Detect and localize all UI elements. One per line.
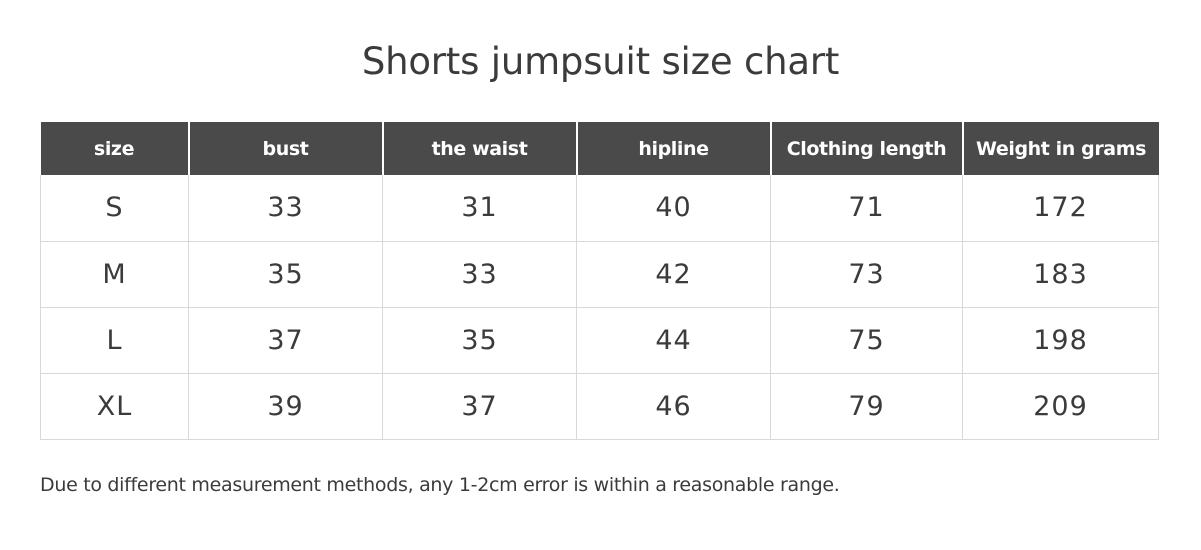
table-header-row: size bust the waist hipline Clothing len… xyxy=(40,122,1159,175)
cell-hipline: 42 xyxy=(576,241,771,308)
cell-bust: 35 xyxy=(188,241,383,308)
table-row: S 33 31 40 71 172 xyxy=(40,175,1159,242)
cell-clothing-length: 71 xyxy=(770,175,963,242)
column-header-size: size xyxy=(40,122,190,175)
cell-size: M xyxy=(40,241,189,308)
table-row: M 35 33 42 73 183 xyxy=(40,241,1159,308)
cell-hipline: 40 xyxy=(576,175,771,242)
cell-size: XL xyxy=(40,373,189,440)
cell-clothing-length: 79 xyxy=(770,373,963,440)
cell-clothing-length: 75 xyxy=(770,307,963,374)
cell-weight-grams: 198 xyxy=(962,307,1159,374)
cell-waist: 33 xyxy=(382,241,577,308)
cell-size: S xyxy=(40,175,189,242)
size-table-container: size bust the waist hipline Clothing len… xyxy=(40,122,1159,440)
table-body: S 33 31 40 71 172 M 35 33 42 73 183 L xyxy=(40,175,1159,440)
cell-size: L xyxy=(40,307,189,374)
measurement-disclaimer: Due to different measurement methods, an… xyxy=(40,474,840,496)
cell-hipline: 44 xyxy=(576,307,771,374)
cell-waist: 37 xyxy=(382,373,577,440)
column-header-weight-grams: Weight in grams xyxy=(962,122,1159,175)
table-row: L 37 35 44 75 198 xyxy=(40,307,1159,374)
column-header-clothing-length: Clothing length xyxy=(770,122,964,175)
page-title: Shorts jumpsuit size chart xyxy=(361,40,840,83)
size-chart-table: size bust the waist hipline Clothing len… xyxy=(40,122,1159,440)
cell-clothing-length: 73 xyxy=(770,241,963,308)
table-row: XL 39 37 46 79 209 xyxy=(40,373,1159,440)
cell-weight-grams: 183 xyxy=(962,241,1159,308)
cell-waist: 31 xyxy=(382,175,577,242)
cell-hipline: 46 xyxy=(576,373,771,440)
cell-bust: 37 xyxy=(188,307,383,374)
cell-weight-grams: 172 xyxy=(962,175,1159,242)
cell-bust: 39 xyxy=(188,373,383,440)
column-header-hipline: hipline xyxy=(576,122,772,175)
column-header-waist: the waist xyxy=(382,122,578,175)
cell-bust: 33 xyxy=(188,175,383,242)
cell-waist: 35 xyxy=(382,307,577,374)
cell-weight-grams: 209 xyxy=(962,373,1159,440)
table-header: size bust the waist hipline Clothing len… xyxy=(40,122,1159,175)
column-header-bust: bust xyxy=(188,122,384,175)
